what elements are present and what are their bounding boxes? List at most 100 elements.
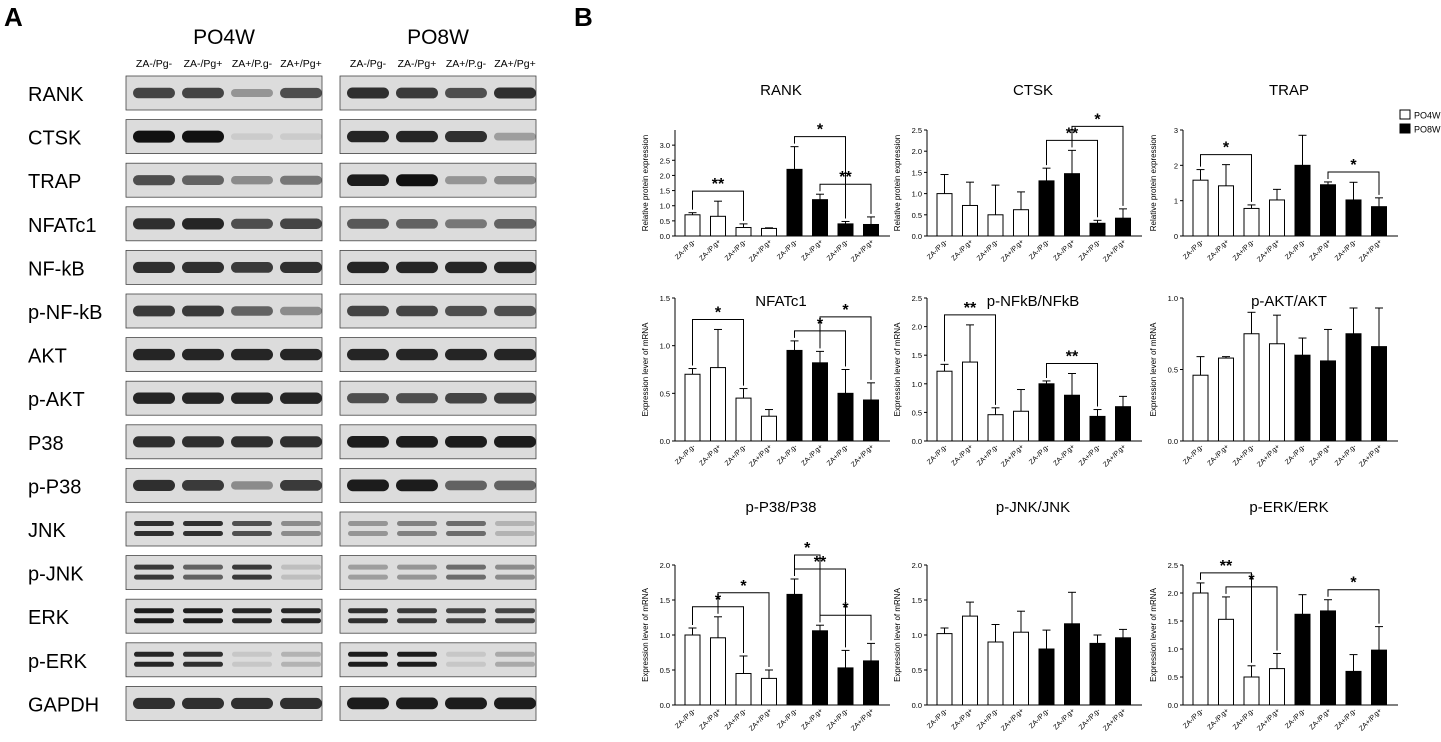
blot-band [280,261,322,273]
blot-band [182,480,224,491]
blot-band [133,348,175,361]
blot-band [182,392,224,404]
bar [987,641,1004,706]
bar [710,215,726,237]
blot-row-label: GAPDH [28,694,99,716]
y-tick-label: 2.5 [912,126,922,135]
blot-band [280,87,322,99]
y-axis-label: Expression lever of mRNA [641,587,650,681]
significance-bracket [944,314,996,405]
bar [1294,613,1311,706]
y-axis-label: Expression lever of mRNA [893,587,902,681]
blot-band [348,531,388,536]
chart-5: p-NFkB/NFkB Expression lever of mRNA 0.0 0.… [893,293,1142,469]
bar [684,634,701,706]
x-tick-label: ZA-/P.g- [776,707,799,730]
x-tick-label: ZA+/P.g+ [1256,238,1281,263]
x-tick-label: ZA+/P.g- [826,707,850,731]
x-tick-label: ZA-/P.g+ [1308,707,1332,731]
significance-bracket [819,316,872,380]
y-tick-label: 2.5 [1168,561,1178,570]
significance-marker: * [1350,575,1357,592]
chart-4: NFATc1 Expression lever of mRNA 0.0 0.5 1.0 1… [641,293,890,469]
bar [1115,637,1131,706]
blot-band [280,175,322,185]
blot-band [396,219,438,229]
y-tick-label: 3 [1174,126,1178,135]
significance-marker: * [740,578,747,595]
bar [863,660,879,706]
blot-band [397,618,437,624]
y-tick-label: 2.0 [660,171,670,180]
blot-band [397,608,437,614]
blot-band [232,564,272,570]
significance-bracket [1327,171,1380,195]
y-tick-label: 1.0 [660,631,670,640]
y-tick-label: 1.5 [1168,617,1178,626]
y-tick-label: 1.0 [1168,294,1178,303]
bar [837,392,854,442]
blot-band [134,521,174,526]
y-axis-label: Expression lever of mRNA [641,322,650,416]
bar [1371,206,1387,237]
blot-band [280,480,322,491]
bar [936,193,953,237]
y-tick-label: 0.5 [660,389,670,398]
blot-band [495,564,535,570]
blot-band [445,392,487,404]
blot-lane-label: ZA+/Pg+ [494,58,535,70]
blot-band [494,435,536,448]
significance-bracket [1046,363,1098,407]
bar [1089,222,1106,237]
bar [1038,180,1055,237]
blot-band [134,661,174,667]
chart-9: p-ERK/ERK Expression lever of mRNA 0.0 0.5 1… [1149,499,1398,733]
chart-3: TRAP Relative protein expression 0 1 2 3 ZA-/P… [1149,82,1398,264]
bar [1218,185,1234,237]
x-tick-label: ZA+/P.g- [976,707,1000,731]
bar [962,615,978,706]
x-tick-label: ZA+/P.g- [1078,443,1102,467]
blot-band [347,130,389,143]
bar [1345,199,1362,237]
bar [1038,648,1055,706]
significance-bracket [1327,589,1380,624]
blot-band [232,618,272,624]
blot-band [232,661,272,667]
x-tick-label: ZA-/P.g- [1284,443,1307,466]
bar [1192,592,1209,706]
chart-title: NFATc1 [755,293,806,310]
significance-marker: ** [964,300,977,317]
bar [863,223,879,237]
x-tick-label: ZA+/P.g- [1078,707,1102,731]
y-axis-label: Expression lever of mRNA [1149,322,1158,416]
blot-band [280,306,322,316]
blot-row-label: p-P38 [28,476,81,498]
chart-2: CTSK Relative protein expression 0.0 0.5 1.0… [893,82,1142,264]
blot-row-label: NF-kB [28,258,85,280]
blot-band [446,521,486,526]
y-tick-label: 2.0 [1168,589,1178,598]
blot-band [183,651,223,657]
blot-band [133,479,175,491]
blot-band [397,574,437,580]
x-tick-label: ZA-/P.g- [1284,238,1307,261]
blot-row-label: CTSK [28,128,82,150]
chart-title: p-JNK/JNK [996,499,1070,516]
blot-band [281,618,321,624]
blot-band [445,480,487,491]
chart-8: p-JNK/JNK Expression lever of mRNA 0.0 0.5 1… [893,499,1142,733]
blot-band [231,481,273,490]
blot-band [495,661,535,667]
blot-band [182,218,224,230]
bar [684,373,701,442]
panel-label-a: A [4,2,23,32]
x-tick-label: ZA+/P.g- [724,707,748,731]
y-tick-label: 0 [1174,232,1178,241]
blot-band [348,564,388,570]
y-tick-label: 0.0 [912,232,922,241]
blot-band [183,618,223,624]
bar [710,367,726,442]
y-tick-label: 1.5 [912,351,922,360]
y-tick-label: 1.5 [912,168,922,177]
